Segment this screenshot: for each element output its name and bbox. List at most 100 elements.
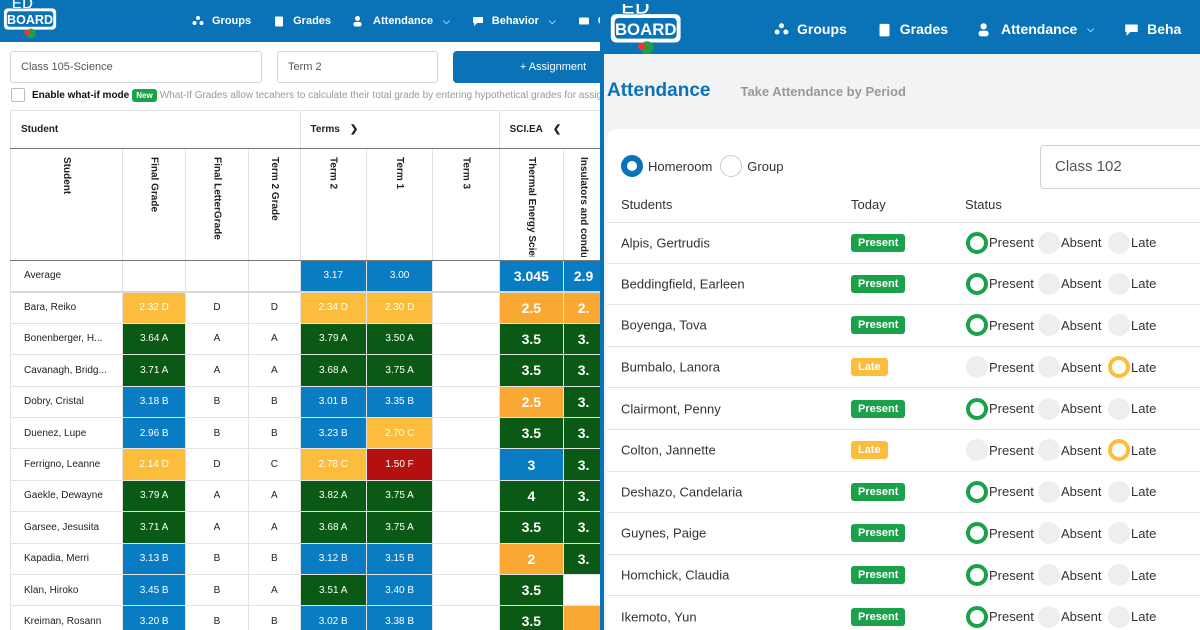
- column-header[interactable]: Term 3: [432, 148, 500, 261]
- nav-grades[interactable]: Grades: [273, 15, 331, 27]
- late-radio[interactable]: [1108, 522, 1130, 545]
- nav-attendance[interactable]: Attendance ⌵: [353, 15, 450, 27]
- status-option-absent[interactable]: Absent: [1038, 397, 1101, 420]
- cell-name[interactable]: Bara, Reiko: [9, 291, 124, 324]
- status-option-late[interactable]: Late: [1108, 439, 1156, 462]
- column-header[interactable]: Student: [9, 148, 124, 261]
- late-radio[interactable]: [1108, 439, 1130, 462]
- column-header[interactable]: Insulators and conductors: [563, 148, 604, 261]
- cell-name[interactable]: Kreiman, Rosann: [9, 605, 124, 630]
- late-radio[interactable]: [1108, 314, 1130, 337]
- late-radio[interactable]: [1108, 605, 1130, 628]
- status-option-late[interactable]: Late: [1108, 314, 1156, 337]
- status-option-absent[interactable]: Absent: [1038, 314, 1101, 337]
- cell-name[interactable]: Gaekle, Dewayne: [9, 479, 124, 513]
- nav-grades[interactable]: Grades: [877, 21, 948, 37]
- late-radio[interactable]: [1108, 480, 1130, 503]
- table-row[interactable]: Cavanagh, Bridg... 3.71 A A A 3.68 A 3.75 A 3.…: [9, 354, 604, 387]
- table-row[interactable]: Duenez, Lupe 2.96 B B B 3.23 B 2.70 C 3.5 3.: [9, 416, 604, 450]
- add-assignment-button[interactable]: + Assignment: [453, 51, 604, 83]
- class-select[interactable]: Class 105-Science: [10, 51, 262, 83]
- status-option-absent[interactable]: Absent: [1038, 439, 1101, 462]
- table-row[interactable]: Gaekle, Dewayne 3.79 A A A 3.82 A 3.75 A 4 3.: [9, 479, 604, 513]
- absent-radio[interactable]: [1038, 522, 1060, 545]
- nav-attendance[interactable]: Attendance ⌵: [978, 21, 1094, 37]
- absent-radio[interactable]: [1038, 480, 1060, 503]
- status-option-present[interactable]: Present: [966, 564, 1034, 587]
- group-radio[interactable]: [720, 155, 743, 177]
- status-option-absent[interactable]: Absent: [1038, 272, 1101, 295]
- present-radio[interactable]: [966, 272, 988, 295]
- cell-name[interactable]: Garsee, Jesusita: [9, 511, 124, 544]
- status-option-present[interactable]: Present: [966, 480, 1034, 503]
- present-radio[interactable]: [966, 397, 988, 420]
- status-option-late[interactable]: Late: [1108, 272, 1156, 295]
- table-row[interactable]: Klan, Hiroko 3.45 B B A 3.51 A 3.40 B 3.5: [9, 573, 604, 607]
- late-radio[interactable]: [1108, 356, 1130, 379]
- table-row[interactable]: Ferrigno, Leanne 2.14 D D C 2.78 C 1.50 F 3 3.: [9, 448, 604, 481]
- status-option-absent[interactable]: Absent: [1038, 356, 1101, 379]
- late-radio[interactable]: [1108, 231, 1130, 254]
- cell-name[interactable]: Dobry, Cristal: [9, 385, 124, 418]
- late-radio[interactable]: [1108, 272, 1130, 295]
- cell-name[interactable]: Duenez, Lupe: [9, 416, 124, 450]
- status-option-absent[interactable]: Absent: [1038, 480, 1101, 503]
- group-terms-header[interactable]: Terms ❯: [299, 110, 500, 149]
- status-option-absent[interactable]: Absent: [1038, 605, 1101, 628]
- cell-name[interactable]: Klan, Hiroko: [9, 573, 124, 607]
- late-radio[interactable]: [1108, 564, 1130, 587]
- status-option-late[interactable]: Late: [1108, 397, 1156, 420]
- present-radio[interactable]: [966, 564, 988, 587]
- column-header[interactable]: Final Grade: [122, 148, 186, 261]
- homeroom-radio[interactable]: [621, 155, 643, 177]
- status-option-present[interactable]: Present: [966, 314, 1034, 337]
- present-radio[interactable]: [966, 522, 988, 545]
- table-row[interactable]: Bara, Reiko 2.32 D D D 2.34 D 2.30 D 2.5 2.: [9, 291, 604, 324]
- whatif-checkbox[interactable]: [11, 88, 25, 102]
- table-row[interactable]: Kreiman, Rosann 3.20 B B B 3.02 B 3.38 B 3.5: [9, 605, 604, 630]
- absent-radio[interactable]: [1038, 605, 1060, 628]
- edboard-logo[interactable]: BOARD ED: [2, 0, 60, 42]
- table-row[interactable]: Bonenberger, H... 3.64 A A A 3.79 A 3.50 A 3.5…: [9, 322, 604, 356]
- present-radio[interactable]: [966, 314, 988, 337]
- nav-behavior[interactable]: Behavior ⌵: [472, 15, 556, 27]
- status-option-present[interactable]: Present: [966, 231, 1034, 254]
- term-select[interactable]: Term 2: [277, 51, 438, 83]
- nav-behavior[interactable]: Beha: [1124, 21, 1181, 37]
- present-radio[interactable]: [966, 231, 988, 254]
- status-option-late[interactable]: Late: [1108, 605, 1156, 628]
- edboard-logo[interactable]: BOARD ED: [608, 0, 686, 58]
- present-radio[interactable]: [966, 439, 988, 462]
- status-option-absent[interactable]: Absent: [1038, 564, 1101, 587]
- status-option-absent[interactable]: Absent: [1038, 231, 1101, 254]
- column-header[interactable]: Term 1: [365, 148, 434, 261]
- absent-radio[interactable]: [1038, 397, 1060, 420]
- chevron-right-icon[interactable]: ❯: [349, 124, 359, 135]
- column-header[interactable]: Term 2 Grade: [248, 148, 301, 261]
- column-header[interactable]: Final LetterGrade: [184, 148, 250, 261]
- absent-radio[interactable]: [1038, 314, 1060, 337]
- absent-radio[interactable]: [1038, 272, 1060, 295]
- column-header[interactable]: Term 2: [299, 148, 367, 261]
- status-option-absent[interactable]: Absent: [1038, 522, 1101, 545]
- late-radio[interactable]: [1108, 397, 1130, 420]
- chevron-left-icon[interactable]: ❮: [552, 124, 562, 135]
- status-option-present[interactable]: Present: [966, 522, 1034, 545]
- table-row[interactable]: Dobry, Cristal 3.18 B B B 3.01 B 3.35 B 2.5 3.: [9, 385, 604, 418]
- group-sci-header[interactable]: SCI.EA ❮: [498, 110, 604, 149]
- class-select[interactable]: Class 102: [1040, 145, 1200, 189]
- status-option-late[interactable]: Late: [1108, 564, 1156, 587]
- present-radio[interactable]: [966, 356, 988, 379]
- cell-name[interactable]: Kapadia, Merri: [9, 542, 124, 575]
- absent-radio[interactable]: [1038, 356, 1060, 379]
- nav-groups[interactable]: Groups: [192, 15, 251, 27]
- present-radio[interactable]: [966, 605, 988, 628]
- status-option-present[interactable]: Present: [966, 605, 1034, 628]
- cell-name[interactable]: Bonenberger, H...: [9, 322, 124, 356]
- status-option-present[interactable]: Present: [966, 356, 1034, 379]
- status-option-present[interactable]: Present: [966, 439, 1034, 462]
- status-option-late[interactable]: Late: [1108, 522, 1156, 545]
- status-option-present[interactable]: Present: [966, 272, 1034, 295]
- status-option-present[interactable]: Present: [966, 397, 1034, 420]
- status-option-late[interactable]: Late: [1108, 356, 1156, 379]
